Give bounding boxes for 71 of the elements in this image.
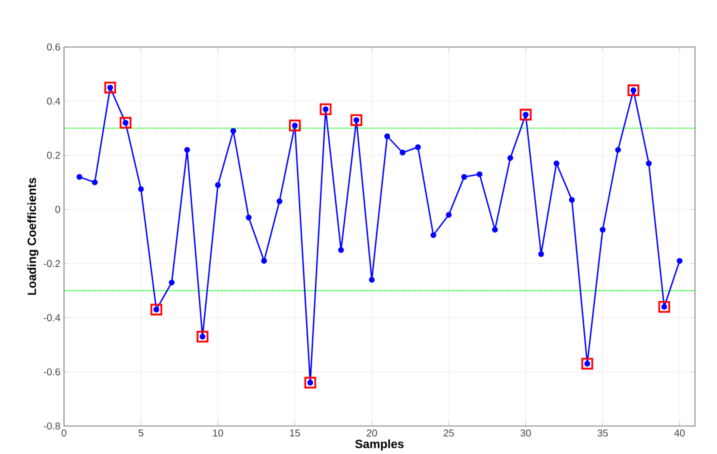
x-tick-label: 5 (138, 430, 144, 437)
y-tick-label: 0.4 (47, 98, 60, 105)
point (476, 171, 482, 178)
point (568, 197, 575, 203)
point (320, 103, 332, 116)
point (276, 198, 282, 204)
point (628, 84, 640, 96)
x-tick-label: 35 (597, 430, 608, 437)
point (581, 358, 594, 370)
x-tick-label: 15 (290, 430, 300, 437)
point (630, 87, 636, 94)
x-axis-title: Samples (355, 439, 404, 451)
point (554, 160, 560, 166)
point (520, 108, 532, 121)
point (104, 82, 116, 94)
point (676, 258, 682, 264)
point (122, 120, 128, 126)
point (150, 304, 162, 316)
point (107, 84, 114, 91)
point (184, 147, 190, 153)
point (307, 380, 314, 386)
point (584, 360, 590, 367)
point (338, 247, 344, 253)
point (368, 276, 375, 283)
point (246, 214, 252, 220)
y-tick-label: -0.8 (44, 422, 60, 430)
y-tick-label: -0.4 (44, 314, 60, 322)
x-tick-label: 10 (213, 430, 224, 437)
point (196, 330, 208, 343)
x-tick-label: 20 (366, 430, 377, 437)
point (446, 212, 452, 218)
point (292, 122, 298, 128)
x-tick-label: 40 (674, 430, 685, 437)
x-tick-label: 30 (520, 430, 531, 437)
point (76, 174, 82, 180)
point (92, 180, 98, 186)
point (384, 133, 390, 140)
y-tick-label: -0.6 (44, 368, 60, 376)
y-tick-label: 0 (55, 206, 60, 213)
point (261, 258, 267, 264)
point (200, 334, 206, 340)
point (646, 160, 652, 166)
point (354, 117, 360, 124)
point (400, 150, 406, 156)
point (120, 116, 132, 129)
y-tick-label: 0.6 (47, 44, 60, 51)
y-tick-label: -0.2 (44, 260, 60, 268)
point (288, 120, 301, 132)
point (138, 186, 144, 192)
x-tick-label: 0 (62, 430, 66, 437)
point (522, 112, 529, 118)
point (230, 128, 236, 134)
point (168, 280, 175, 286)
y-axis-title: Loading Coefficients (27, 178, 38, 295)
point (538, 251, 544, 258)
point (322, 106, 329, 112)
point (507, 155, 514, 161)
point (215, 182, 221, 188)
point (461, 174, 468, 180)
point (153, 306, 160, 313)
point (350, 114, 362, 126)
point (658, 301, 670, 313)
point (615, 147, 621, 153)
point (492, 226, 498, 233)
point (304, 376, 316, 389)
x-tick-label: 25 (444, 430, 454, 437)
point (430, 232, 436, 238)
point (661, 304, 668, 310)
point (415, 144, 421, 150)
point (600, 226, 606, 233)
y-tick-label: 0.2 (47, 152, 60, 159)
